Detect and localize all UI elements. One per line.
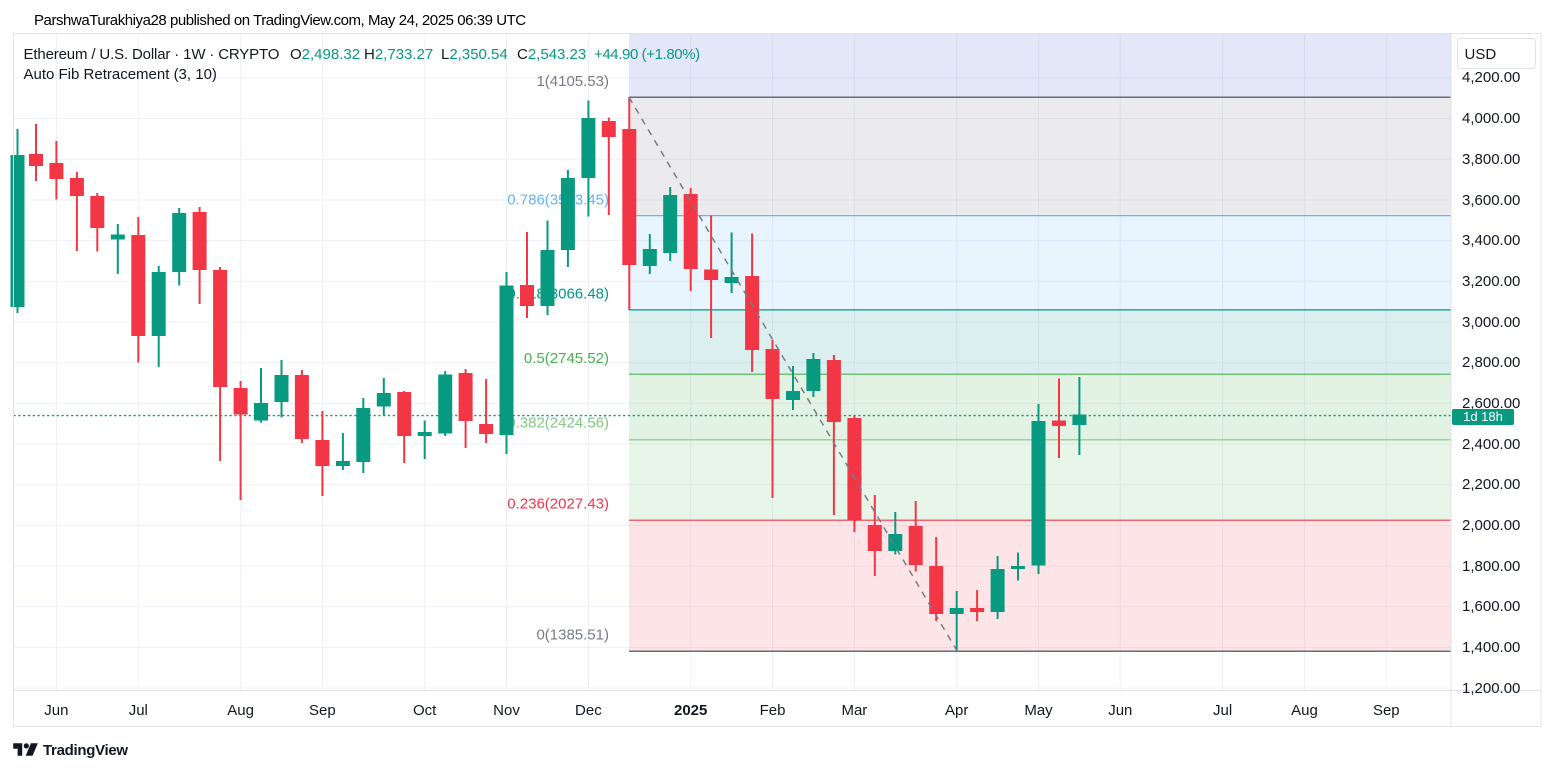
svg-text:0.786(3523.45): 0.786(3523.45) [507,191,609,208]
svg-text:0.236(2027.43): 0.236(2027.43) [507,495,609,512]
svg-text:0.382(2424.56): 0.382(2424.56) [507,415,609,432]
svg-text:0(1385.51): 0(1385.51) [536,626,609,643]
svg-text:0.5(2745.52): 0.5(2745.52) [524,350,609,367]
svg-text:1(4105.53): 1(4105.53) [536,73,609,90]
